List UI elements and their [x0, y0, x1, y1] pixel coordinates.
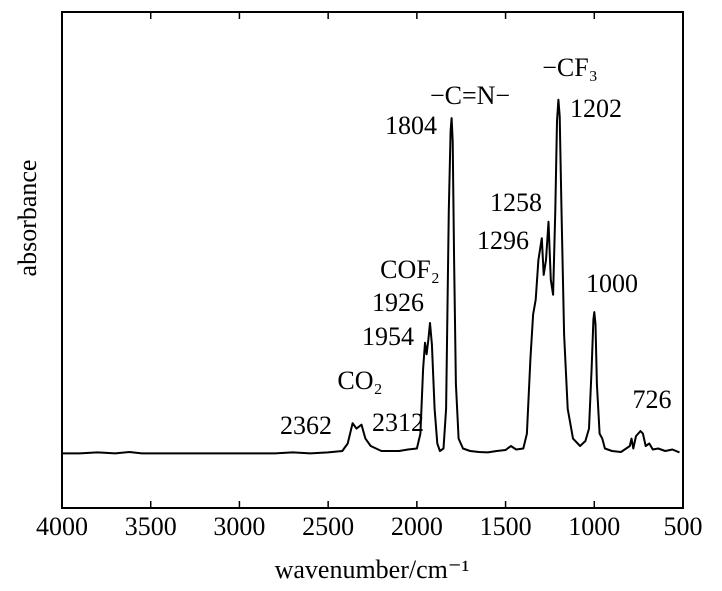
peak-label: 1202 [570, 94, 622, 123]
x-tick-label: 3500 [125, 512, 177, 541]
group-label: −CF₃ [542, 53, 598, 82]
y-axis-label: absorbance [13, 160, 42, 277]
x-tick-label: 500 [664, 512, 703, 541]
peak-label: 726 [633, 385, 672, 414]
group-label: CO₂ [337, 366, 382, 395]
group-label: COF₂ [380, 255, 440, 284]
peak-label: 2362 [280, 411, 332, 440]
peak-label: 1296 [477, 226, 529, 255]
x-tick-label: 1500 [480, 512, 532, 541]
spectrum-line [62, 98, 680, 455]
peak-label: 1258 [490, 188, 542, 217]
peak-label: 1954 [362, 322, 414, 351]
x-tick-label: 2000 [391, 512, 443, 541]
peak-label: 2312 [372, 408, 424, 437]
x-tick-label: 1000 [568, 512, 620, 541]
group-label: −C=N− [430, 81, 510, 110]
x-tick-label: 3000 [213, 512, 265, 541]
peak-label: 1804 [385, 111, 437, 140]
x-axis-label: wavenumber/cm⁻¹ [275, 555, 470, 584]
x-tick-label: 4000 [36, 512, 88, 541]
peak-label: 1000 [586, 269, 638, 298]
peak-label: 1926 [372, 288, 424, 317]
plot-frame [61, 11, 684, 509]
x-tick-label: 2500 [302, 512, 354, 541]
